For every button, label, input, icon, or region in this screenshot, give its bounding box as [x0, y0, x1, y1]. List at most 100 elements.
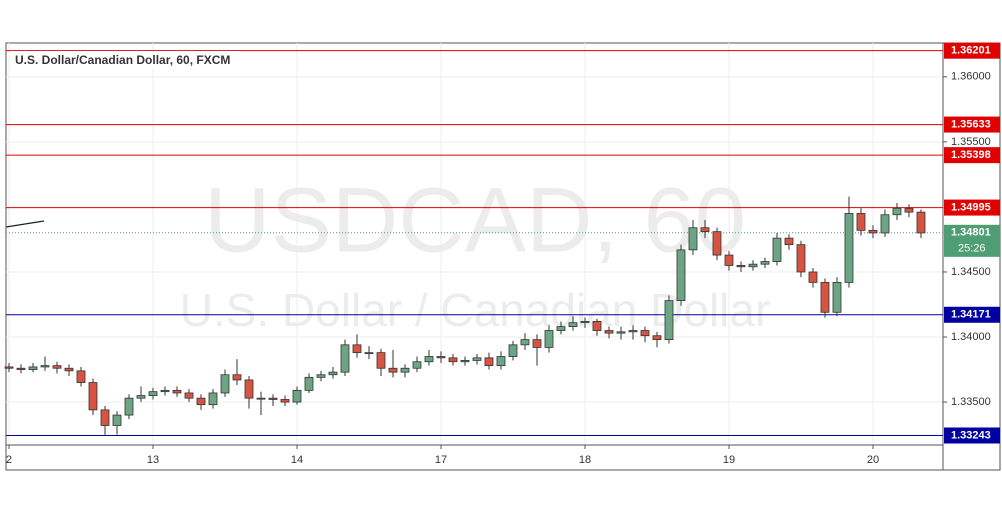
x-tick-label: 18	[579, 454, 591, 466]
candle-body	[652, 335, 662, 341]
level-label: 1.34995	[951, 201, 991, 213]
x-tick-label: 14	[291, 454, 303, 466]
candle-body	[16, 367, 26, 370]
candle-body	[508, 344, 518, 357]
y-tick-label: 1.36000	[951, 71, 991, 83]
level-label-bg	[944, 147, 1000, 164]
y-tick-label: 1.34500	[951, 266, 991, 278]
level-label: 1.34171	[951, 309, 991, 321]
candle-body	[52, 365, 62, 369]
candle-body	[124, 397, 134, 416]
candle-body	[580, 321, 590, 324]
candle-body	[76, 370, 86, 383]
countdown: 25:26	[958, 243, 986, 255]
grid	[6, 43, 943, 445]
candle-body	[172, 389, 182, 394]
candle-body	[268, 397, 278, 400]
level-label: 1.33243	[951, 429, 991, 441]
candle-body	[388, 367, 398, 373]
candle-body	[448, 357, 458, 363]
candle-body	[184, 392, 194, 399]
candle-body	[772, 237, 782, 262]
candle-body	[916, 211, 926, 234]
candle-body	[160, 389, 170, 393]
candle-body	[700, 227, 710, 233]
candle-body	[472, 357, 482, 361]
candle-body	[292, 389, 302, 403]
candle-body	[604, 330, 614, 334]
candle-body	[4, 366, 14, 369]
candle-body	[760, 261, 770, 265]
candle-body	[364, 352, 374, 355]
candle-body	[892, 207, 902, 216]
candle-body	[868, 229, 878, 234]
current-price-bg	[944, 224, 1000, 257]
levels	[6, 50, 943, 437]
candle-body	[532, 339, 542, 348]
candle-body	[220, 374, 230, 394]
level-label: 1.35633	[951, 118, 991, 130]
candle-body	[208, 392, 218, 406]
x-tick-label: 20	[867, 454, 879, 466]
candle-body	[412, 361, 422, 369]
candle-body	[688, 227, 698, 251]
candle-body	[628, 330, 638, 333]
candle-body	[424, 356, 434, 363]
candle-body	[844, 213, 854, 283]
candle-body	[820, 281, 830, 313]
candle-body	[460, 360, 470, 363]
candle-body	[328, 371, 338, 376]
candle-body	[796, 244, 806, 273]
candle-body	[676, 249, 686, 301]
candle-body	[496, 356, 506, 367]
candle-body	[352, 344, 362, 354]
candle-body	[256, 397, 266, 400]
candle-body	[28, 366, 38, 370]
candle-body	[376, 352, 386, 369]
candle-body	[40, 365, 50, 368]
candle-body	[100, 409, 110, 426]
candle-body	[880, 214, 890, 234]
candle-body	[340, 344, 350, 373]
y-tick-label: 1.35500	[951, 136, 991, 148]
candle-body	[88, 382, 98, 411]
level-label-bg	[944, 116, 1000, 133]
candle-body	[556, 326, 566, 331]
candle-body	[568, 322, 578, 328]
y-tick-label: 1.33500	[951, 396, 991, 408]
candle-body	[196, 397, 206, 406]
x-tick-label: 19	[723, 454, 735, 466]
chart-title: U.S. Dollar/Canadian Dollar, 60, FXCM	[15, 53, 230, 67]
candle-body	[748, 263, 758, 268]
level-label-bg	[944, 306, 1000, 323]
watermark: USDCAD, 60	[204, 169, 746, 271]
candle-body	[436, 356, 446, 359]
candle-body	[808, 271, 818, 283]
candle-body	[400, 367, 410, 373]
candle-body	[736, 265, 746, 268]
candle-body	[112, 414, 122, 426]
candle-body	[544, 330, 554, 348]
level-label-bg	[944, 42, 1000, 59]
title-bg	[10, 51, 240, 69]
x-tick-label: 17	[435, 454, 447, 466]
level-label-bg	[944, 199, 1000, 216]
candle-body	[592, 321, 602, 331]
candle-body	[664, 300, 674, 341]
candles	[4, 196, 926, 436]
candle-body	[244, 379, 254, 399]
candle-body	[832, 281, 842, 313]
candle-body	[316, 374, 326, 378]
candle-body	[904, 207, 914, 213]
candle-body	[148, 391, 158, 396]
x-tick-label: 13	[147, 454, 159, 466]
candle-body	[856, 213, 866, 231]
x-tick-label: 2	[6, 454, 12, 466]
candle-body	[520, 339, 530, 346]
candle-body	[232, 374, 242, 381]
candle-body	[136, 395, 146, 399]
chart-frame	[5, 42, 1001, 471]
candle-body	[712, 231, 722, 256]
